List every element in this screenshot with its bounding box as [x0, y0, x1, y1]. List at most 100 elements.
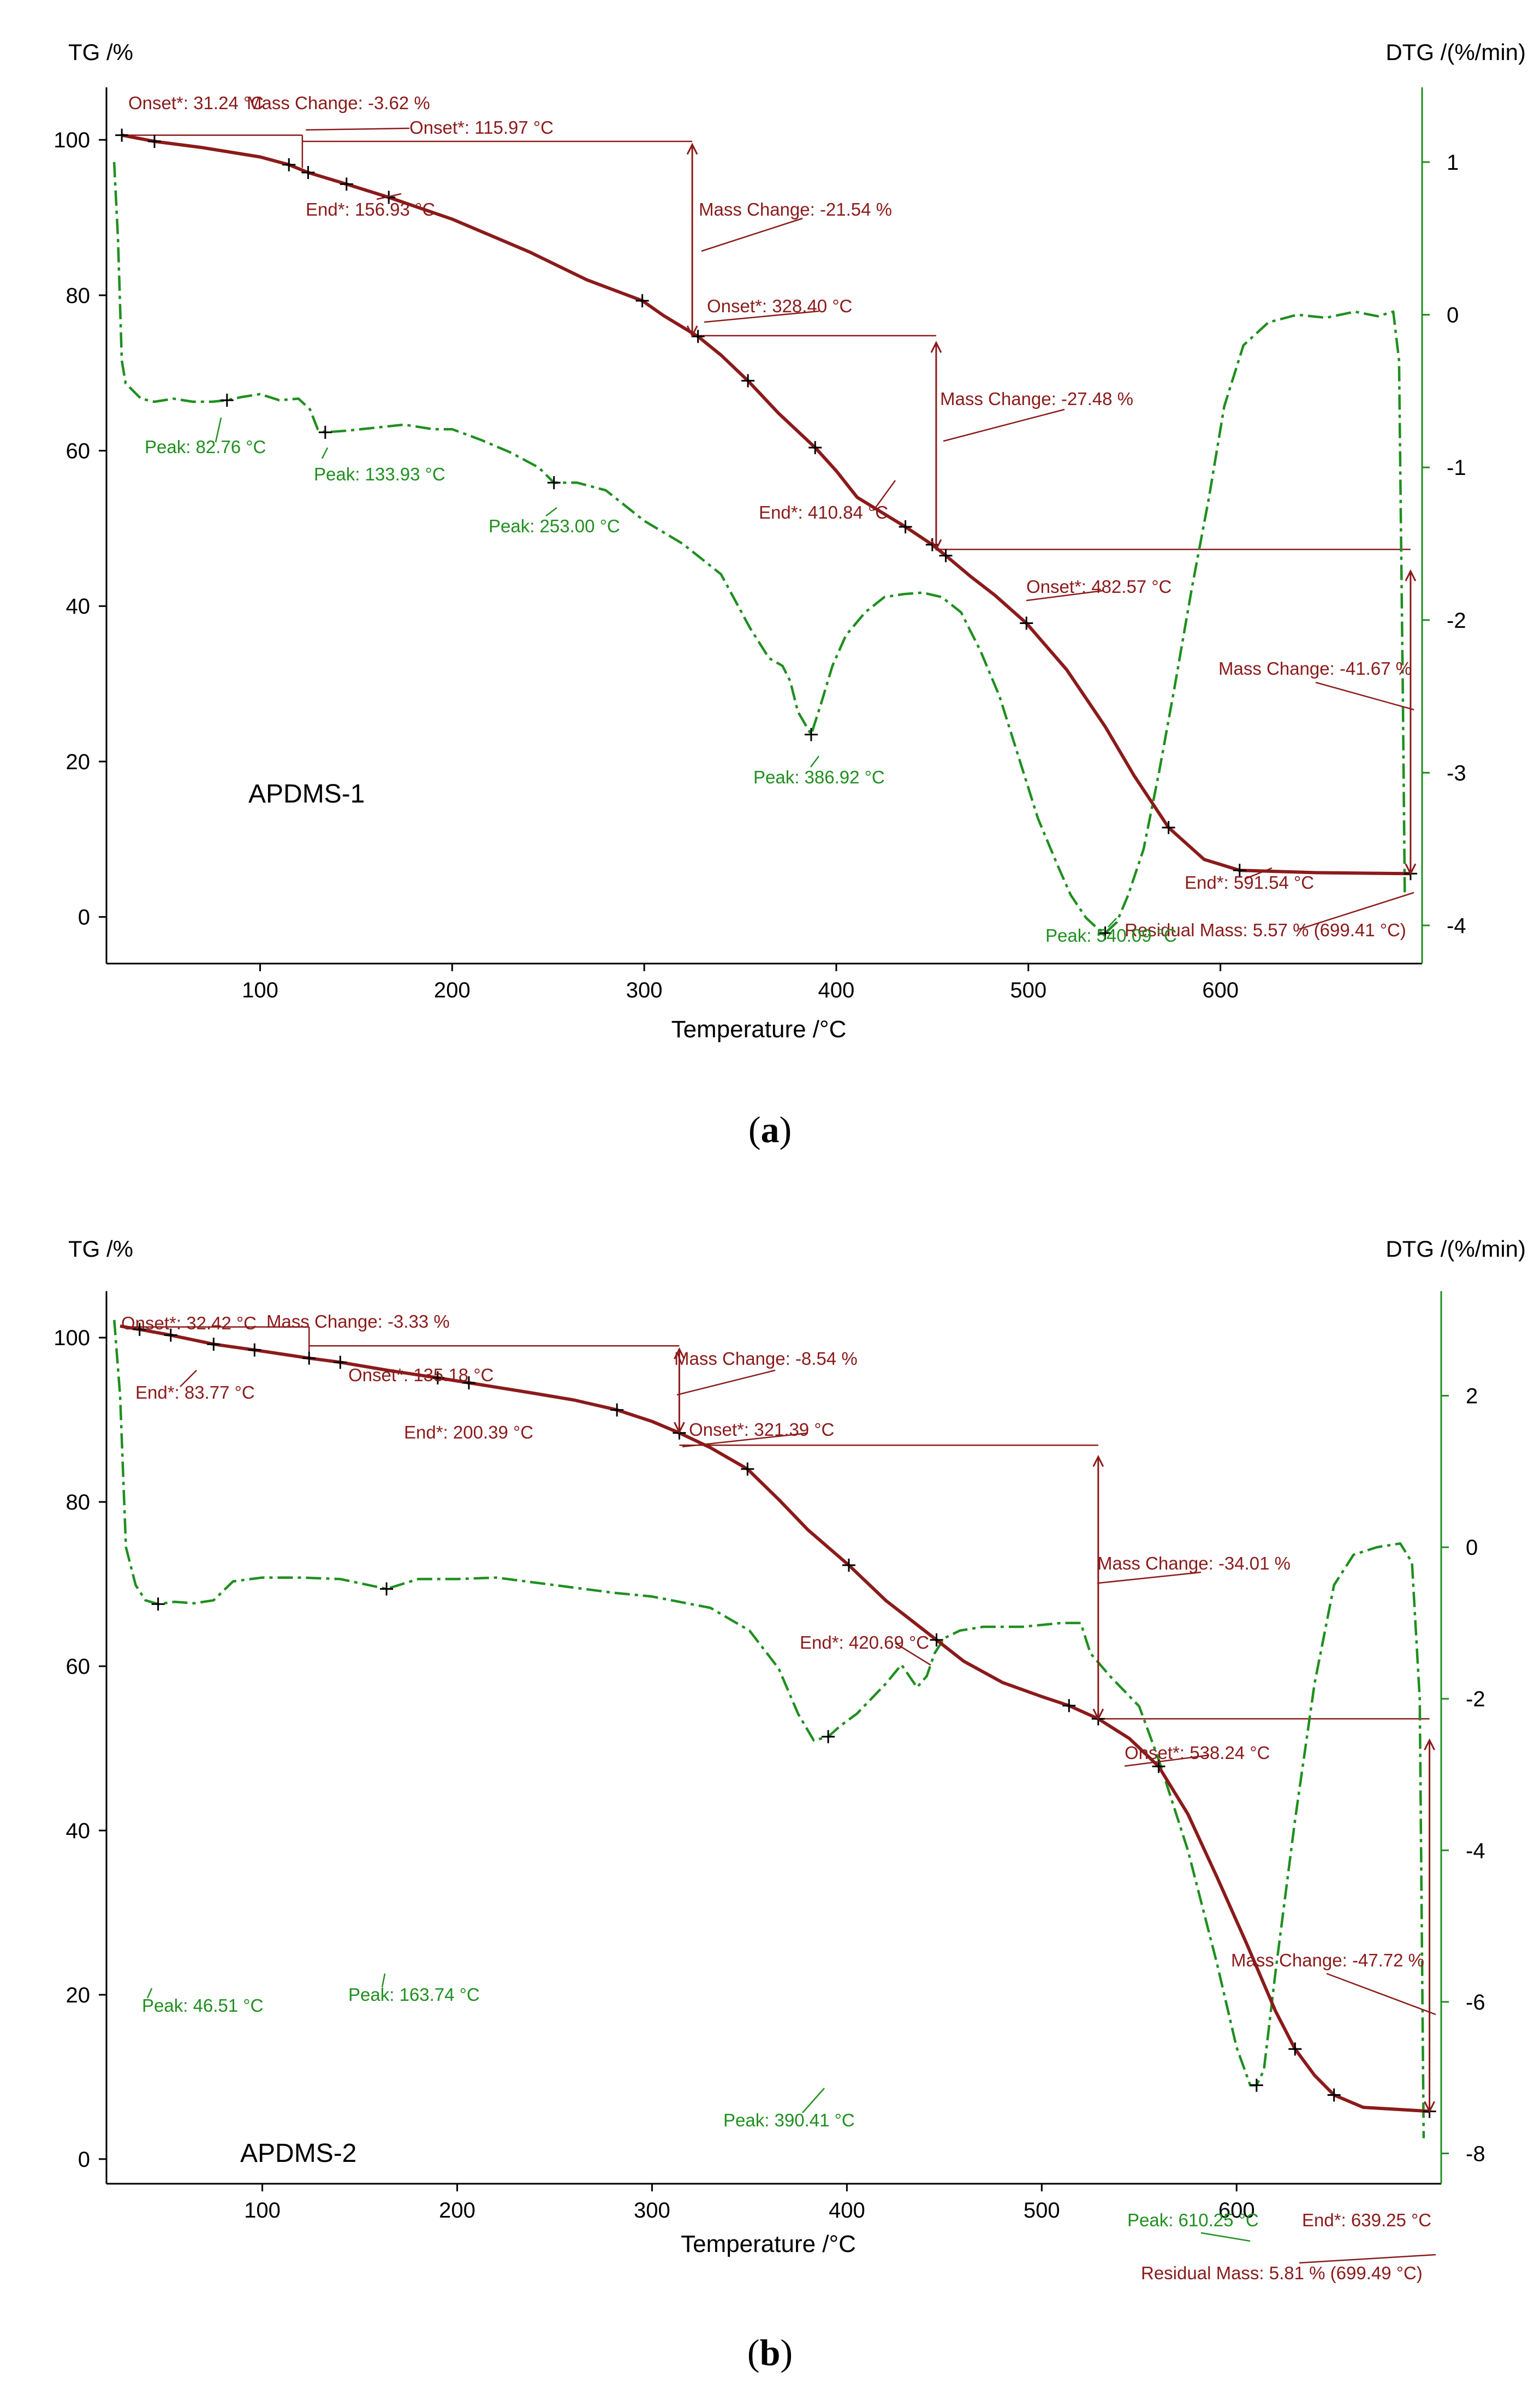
caption-b: (b) — [747, 2332, 793, 2373]
peak-leader-3 — [545, 507, 557, 516]
tg-marker — [842, 1558, 855, 1572]
end-label-4: End*: 639.25 °C — [1302, 2210, 1431, 2230]
y-right-tick-label: -2 — [1466, 1687, 1485, 1711]
panel-label: APDMS-2 — [240, 2139, 356, 2168]
annotation-leader — [1124, 1754, 1210, 1767]
y-right-tick-label: -2 — [1447, 609, 1466, 633]
peak-leader-4 — [1200, 2232, 1251, 2242]
dtg-marker — [822, 1730, 835, 1744]
y-right-tick-label: 0 — [1466, 1536, 1478, 1560]
onset-label-1: Onset*: 31.24 °C — [128, 93, 264, 113]
tg-marker — [1233, 864, 1246, 877]
tg-marker — [301, 165, 315, 179]
y-right-tick-label: -3 — [1447, 761, 1466, 785]
peak-label-1: Peak: 46.51 °C — [142, 1995, 263, 2016]
annotation-leader — [1326, 1972, 1436, 2016]
peak-label-2: Peak: 163.74 °C — [348, 1984, 480, 2005]
tg-marker — [930, 1633, 943, 1647]
y-left-tick-label: 40 — [66, 1819, 91, 1843]
x-axis-label: Temperature /°C — [671, 1016, 847, 1043]
mass-change-label-3: Mass Change: -34.01 % — [1097, 1553, 1291, 1573]
dtg-marker — [151, 1597, 165, 1611]
annotation-leader — [1026, 590, 1103, 602]
end-label-2: End*: 156.93 °C — [306, 199, 435, 219]
x-tick-label: 500 — [1024, 2198, 1060, 2222]
onset-label-1: Onset*: 32.42 °C — [121, 1313, 257, 1333]
tg-marker — [115, 128, 129, 142]
peak-label-3: Peak: 253.00 °C — [489, 516, 620, 536]
end-label-4: End*: 591.54 °C — [1185, 872, 1314, 893]
dtg-marker — [547, 476, 561, 490]
peak-leader-1 — [215, 417, 222, 443]
peak-leader-2 — [381, 1973, 386, 1988]
tg-marker — [1062, 1699, 1076, 1713]
tg-marker — [741, 374, 755, 388]
tg-marker — [207, 1338, 221, 1351]
x-tick-label: 400 — [829, 2198, 865, 2222]
tg-marker — [302, 1351, 316, 1365]
mass-change-arrow-3-head-top — [930, 341, 942, 353]
x-tick-label: 300 — [626, 978, 663, 1002]
annotation-leader — [180, 1370, 197, 1387]
x-tick-label: 500 — [1010, 978, 1047, 1002]
onset-label-2: Onset*: 115.97 °C — [409, 117, 554, 138]
tg-marker — [635, 294, 649, 307]
dtg-marker — [318, 425, 332, 439]
peak-label-3: Peak: 390.41 °C — [723, 2110, 855, 2130]
peak-leader-4 — [810, 756, 819, 768]
y-axis-left-label: TG /% — [68, 1236, 133, 1262]
y-right-tick-label: -1 — [1447, 456, 1466, 480]
peak-leader-3 — [802, 2088, 825, 2113]
peak-label-4: Peak: 386.92 °C — [753, 767, 885, 787]
tg-marker — [808, 441, 822, 454]
peak-label-5: Peak: 540.09 °C — [1045, 925, 1177, 946]
residual-mass-label: Residual Mass: 5.81 % (699.49 °C) — [1141, 2263, 1423, 2283]
mass-change-arrow-2-head-bottom — [674, 1422, 685, 1434]
mass-change-label-1: Mass Change: -3.62 % — [247, 93, 430, 113]
onset-label-2: Onset*: 135.18 °C — [348, 1365, 493, 1385]
peak-leader-1 — [146, 1988, 153, 1999]
dtg-marker — [1250, 2078, 1263, 2092]
y-left-tick-label: 80 — [66, 284, 91, 308]
mass-change-label-3: Mass Change: -27.48 % — [940, 389, 1133, 409]
y-right-tick-label: 0 — [1447, 304, 1459, 328]
mass-change-arrow-3-head-top — [1092, 1455, 1104, 1467]
mass-change-arrow-2-head-top — [674, 1347, 685, 1359]
annotation-leader — [1299, 892, 1414, 930]
end-label-3: End*: 410.84 °C — [759, 502, 888, 522]
tg-curve — [120, 1324, 1430, 2113]
tg-marker — [1327, 2088, 1341, 2102]
x-tick-label: 200 — [434, 978, 471, 1002]
dtg-marker — [804, 728, 818, 741]
annotation-leader — [704, 310, 819, 323]
y-left-tick-label: 40 — [66, 595, 91, 619]
onset-label-4: Onset*: 538.24 °C — [1125, 1743, 1270, 1763]
annotation-leader — [1299, 2254, 1436, 2264]
annotation-leader — [1315, 681, 1414, 711]
peak-leader-5 — [1108, 918, 1117, 928]
annotation-leader — [376, 193, 402, 200]
y-right-tick-label: 1 — [1447, 151, 1459, 175]
tg-marker — [691, 330, 705, 343]
annotation-leader — [1097, 1571, 1202, 1584]
tg-marker — [282, 158, 296, 171]
mass-change-arrow-2-head-top — [686, 142, 698, 155]
dtg-curve — [113, 1320, 1425, 2138]
y-left-tick-label: 100 — [53, 128, 90, 152]
x-tick-label: 200 — [439, 2198, 475, 2222]
y-axis-left-label: TG /% — [68, 39, 133, 65]
y-left-tick-label: 60 — [66, 439, 91, 463]
x-tick-label: 300 — [634, 2198, 670, 2222]
y-left-tick-label: 20 — [66, 750, 91, 774]
mass-change-arrow-4-head-bottom — [1424, 2101, 1435, 2113]
x-tick-label: 100 — [242, 978, 278, 1002]
y-left-tick-label: 0 — [78, 2148, 90, 2172]
y-left-tick-label: 0 — [78, 906, 90, 930]
x-tick-label: 100 — [244, 2198, 281, 2222]
y-axis-right-label: DTG /(%/min) — [1386, 1236, 1526, 1262]
y-left-tick-label: 60 — [66, 1655, 91, 1679]
x-tick-label: 600 — [1202, 978, 1239, 1002]
tg-marker — [899, 520, 912, 534]
end-label-1: End*: 83.77 °C — [135, 1382, 255, 1402]
annotation-leader — [943, 408, 1065, 442]
